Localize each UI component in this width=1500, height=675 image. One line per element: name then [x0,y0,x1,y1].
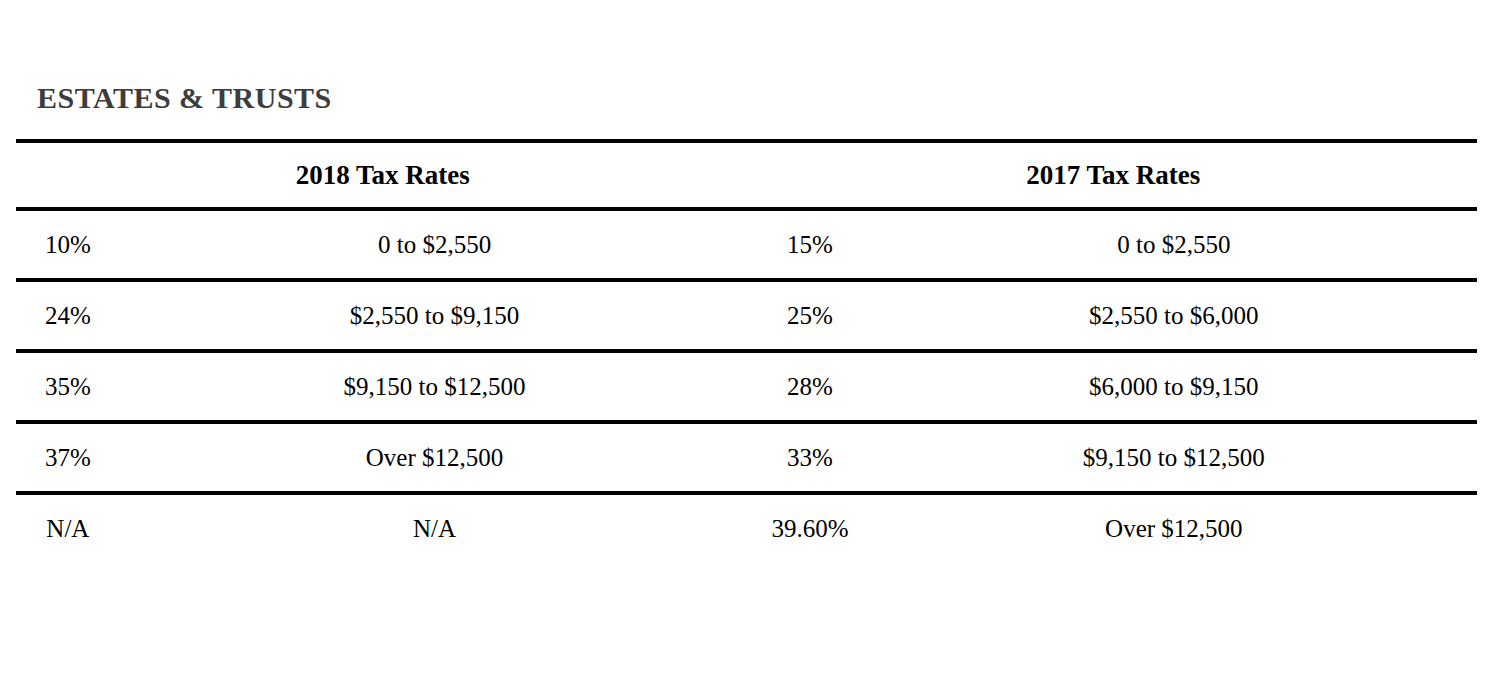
cell-bracket-2018: $2,550 to $9,150 [120,280,750,351]
cell-rate-2018: N/A [16,493,120,563]
cell-rate-2017: 39.60% [749,493,870,563]
cell-rate-2017: 15% [749,209,870,280]
tax-rates-table-container: 2018 Tax Rates 2017 Tax Rates 10% 0 to $… [16,139,1477,563]
cell-bracket-2017: Over $12,500 [871,493,1477,563]
cell-bracket-2018: N/A [120,493,750,563]
tax-rates-table: 2018 Tax Rates 2017 Tax Rates 10% 0 to $… [16,139,1477,563]
cell-bracket-2018: Over $12,500 [120,422,750,493]
table-row: 37% Over $12,500 33% $9,150 to $12,500 [16,422,1477,493]
cell-rate-2017: 33% [749,422,870,493]
cell-rate-2018: 37% [16,422,120,493]
header-2017-tax-rates: 2017 Tax Rates [749,141,1477,209]
cell-bracket-2017: $9,150 to $12,500 [871,422,1477,493]
table-row: 10% 0 to $2,550 15% 0 to $2,550 [16,209,1477,280]
cell-bracket-2017: $6,000 to $9,150 [871,351,1477,422]
cell-bracket-2018: $9,150 to $12,500 [120,351,750,422]
table-row: N/A N/A 39.60% Over $12,500 [16,493,1477,563]
cell-rate-2018: 24% [16,280,120,351]
cell-rate-2017: 28% [749,351,870,422]
table-row: 24% $2,550 to $9,150 25% $2,550 to $6,00… [16,280,1477,351]
table-header-row: 2018 Tax Rates 2017 Tax Rates [16,141,1477,209]
cell-rate-2017: 25% [749,280,870,351]
document-page: ESTATES & TRUSTS 2018 Tax Rates 2017 Tax… [0,0,1500,675]
cell-bracket-2018: 0 to $2,550 [120,209,750,280]
cell-bracket-2017: 0 to $2,550 [871,209,1477,280]
cell-rate-2018: 10% [16,209,120,280]
table-row: 35% $9,150 to $12,500 28% $6,000 to $9,1… [16,351,1477,422]
section-title: ESTATES & TRUSTS [37,82,332,114]
header-2018-tax-rates: 2018 Tax Rates [16,141,749,209]
cell-rate-2018: 35% [16,351,120,422]
cell-bracket-2017: $2,550 to $6,000 [871,280,1477,351]
